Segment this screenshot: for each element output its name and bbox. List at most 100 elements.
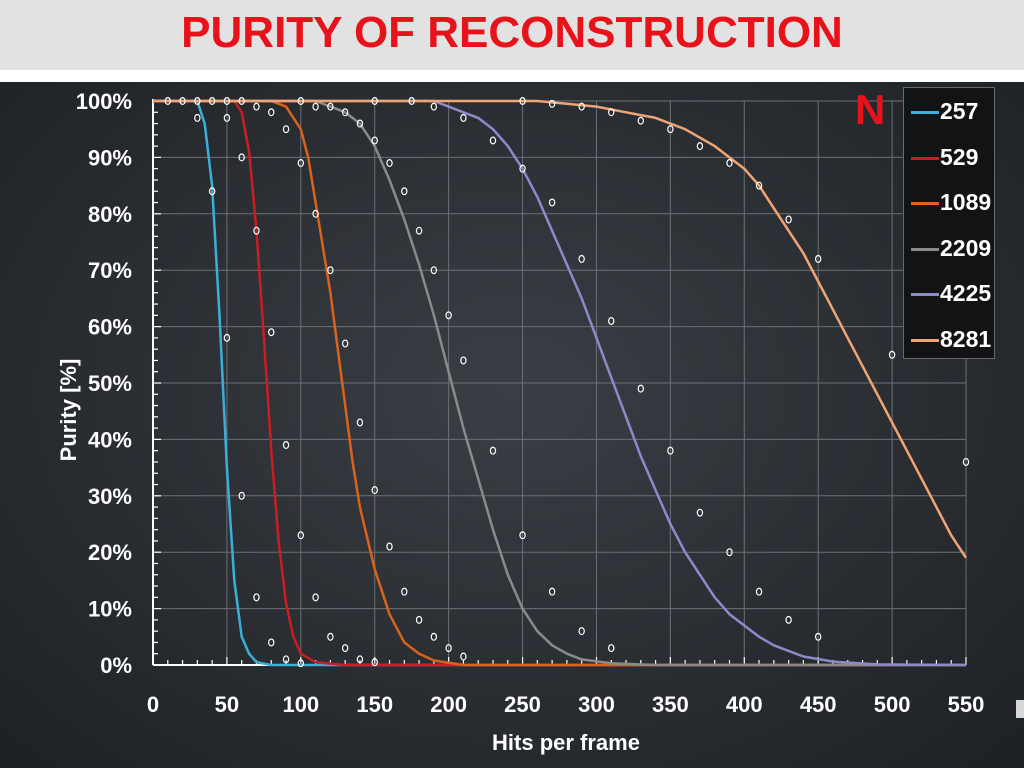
x-tick-label: 200 [430, 692, 467, 717]
data-point-529 [253, 226, 260, 235]
x-tick-label: 100 [282, 692, 319, 717]
data-point-1089 [401, 587, 408, 596]
series-line-8281 [153, 99, 968, 559]
y-tick-label: 50% [88, 371, 132, 396]
data-point-8281 [548, 99, 556, 108]
data-point-529 [223, 113, 231, 122]
data-point-2209 [297, 96, 305, 105]
data-point-2209 [608, 644, 615, 653]
data-point-257 [194, 113, 201, 122]
x-tick-label: 250 [504, 692, 541, 717]
legend-label: 2209 [940, 234, 992, 261]
y-tick-label: 90% [88, 145, 132, 170]
data-point-257 [282, 655, 290, 664]
data-point-529 [327, 632, 334, 641]
data-point-8281 [962, 457, 970, 466]
x-tick-label: 150 [356, 692, 393, 717]
legend-swatch [911, 338, 939, 342]
series-markers [164, 96, 970, 668]
data-point-4225 [548, 198, 556, 207]
data-point-257 [194, 96, 201, 105]
data-point-4225 [637, 384, 645, 393]
data-point-2209 [460, 356, 467, 365]
data-point-257 [297, 659, 305, 668]
legend-label: 8281 [940, 325, 992, 352]
data-point-257 [223, 96, 231, 105]
slide-edge-shadow [1016, 700, 1024, 718]
data-point-8281 [519, 96, 526, 105]
x-tick-label: 300 [578, 692, 615, 717]
data-point-529 [341, 644, 349, 653]
data-point-1089 [445, 644, 452, 653]
x-tick-label: 550 [948, 692, 985, 717]
data-point-4225 [755, 587, 763, 596]
x-tick-label: 350 [652, 692, 689, 717]
data-point-529 [282, 441, 290, 450]
y-tick-label: 70% [88, 258, 132, 283]
data-point-2209 [519, 531, 526, 540]
data-point-2209 [415, 226, 423, 235]
data-point-8281 [578, 102, 585, 111]
y-tick-label: 30% [88, 484, 132, 509]
y-tick-label: 40% [88, 427, 132, 452]
data-point-8281 [888, 350, 896, 359]
data-point-1089 [371, 486, 378, 495]
y-tick-label: 100% [76, 89, 132, 114]
data-point-4225 [696, 508, 704, 517]
legend-item-8281: 8281 [904, 324, 996, 354]
series-line-2209 [153, 99, 966, 667]
x-tick-label: 400 [726, 692, 763, 717]
legend-label: 529 [940, 143, 979, 170]
x-tick-label: 500 [874, 692, 911, 717]
y-axis-label: Purity [%] [56, 359, 81, 462]
y-tick-label: 80% [88, 202, 132, 227]
data-point-257 [164, 96, 171, 105]
data-point-2209 [445, 311, 452, 320]
data-point-1089 [415, 615, 423, 624]
y-tick-label: 20% [88, 540, 132, 565]
data-point-2209 [548, 587, 556, 596]
legend-label: 1089 [940, 189, 992, 215]
data-point-529 [238, 96, 245, 105]
data-point-257 [208, 187, 216, 196]
data-point-1089 [327, 266, 334, 275]
data-point-2209 [401, 187, 408, 196]
data-point-8281 [726, 159, 733, 168]
chart-panel [0, 82, 1024, 768]
data-point-4225 [726, 548, 733, 557]
page-title: PURITY OF RECONSTRUCTION [181, 8, 843, 57]
data-point-2209 [578, 627, 585, 636]
data-point-8281 [608, 108, 615, 117]
legend-swatch [911, 247, 939, 251]
data-point-8281 [696, 142, 704, 151]
data-point-1089 [460, 652, 467, 661]
series-lines [153, 99, 968, 667]
legend-swatch [911, 202, 939, 205]
data-point-8281 [637, 116, 645, 125]
data-point-1089 [268, 108, 275, 117]
data-point-1089 [312, 209, 319, 218]
data-point-4225 [371, 96, 378, 105]
legend-swatch [911, 111, 939, 114]
legend-item-1089: 1089 [904, 187, 996, 217]
x-tick-label: 0 [147, 692, 159, 717]
legend-swatch [911, 293, 939, 296]
data-point-257 [208, 96, 216, 105]
data-point-1089 [282, 125, 290, 134]
data-point-2209 [312, 102, 319, 111]
data-point-1089 [341, 339, 349, 348]
data-point-529 [356, 655, 364, 664]
legend-label: 257 [940, 98, 979, 124]
data-point-4225 [489, 136, 497, 145]
data-point-257 [179, 96, 186, 105]
legend-label: 4225 [940, 280, 992, 306]
data-point-4225 [430, 102, 438, 111]
series-line-4225 [153, 99, 967, 667]
data-point-4225 [460, 113, 467, 122]
data-point-529 [297, 531, 305, 540]
series-line-1089 [153, 99, 966, 667]
legend-item-4225: 4225 [904, 278, 996, 308]
data-point-257 [238, 491, 245, 500]
x-axis-label: Hits per frame [492, 730, 640, 755]
